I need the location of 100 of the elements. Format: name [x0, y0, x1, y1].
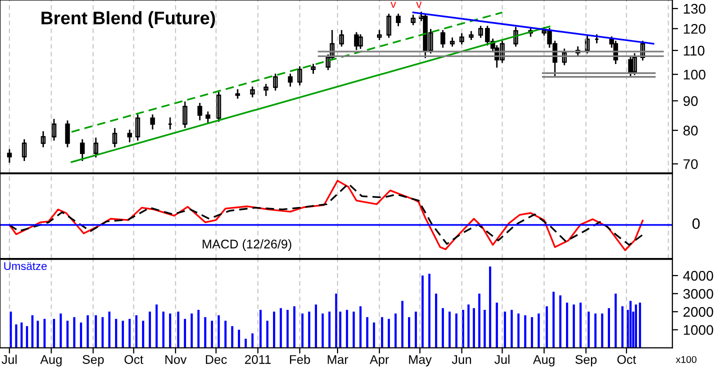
- bar: [142, 320, 144, 348]
- bar: [517, 313, 520, 348]
- bar: [80, 322, 82, 348]
- bar: [20, 322, 23, 348]
- bar: [359, 306, 362, 348]
- bar: [328, 312, 331, 348]
- bar: [210, 320, 214, 348]
- bar: [546, 306, 548, 348]
- bar: [86, 315, 89, 348]
- bar: [218, 315, 220, 348]
- annotation: Umsätze: [4, 262, 47, 270]
- bar: [530, 317, 534, 348]
- bar: [394, 313, 397, 348]
- bar: [608, 308, 610, 348]
- bar: [601, 313, 604, 348]
- y-tick-label: 110: [684, 46, 704, 56]
- x-tick-label: Oct: [124, 355, 144, 364]
- bar: [442, 308, 444, 348]
- bar: [260, 310, 262, 348]
- bar: [31, 315, 34, 348]
- bar: [588, 312, 590, 348]
- bar: [372, 322, 376, 348]
- bar: [638, 302, 642, 348]
- bar: [66, 320, 69, 348]
- bar: [489, 266, 492, 348]
- bar: [135, 315, 138, 348]
- bar: [15, 324, 18, 348]
- bar: [94, 315, 97, 348]
- x-tick-label: Aug: [40, 355, 62, 366]
- bar: [621, 306, 624, 348]
- bar: [455, 313, 458, 348]
- bar: [478, 294, 480, 348]
- bar: [148, 312, 151, 348]
- bar: [366, 317, 368, 348]
- y-tick-label: 70: [684, 159, 698, 170]
- bar: [251, 333, 254, 348]
- bar: [629, 300, 632, 348]
- y-tick-label: 3000: [683, 288, 714, 299]
- bar: [381, 317, 384, 348]
- bar: [414, 312, 417, 348]
- bar: [614, 294, 617, 348]
- bar: [36, 320, 39, 348]
- candlestick: [7, 149, 12, 163]
- x-tick-label: Mar: [328, 355, 348, 364]
- bar: [314, 304, 318, 348]
- bar: [467, 304, 470, 348]
- bar: [448, 312, 451, 348]
- bar: [472, 308, 475, 348]
- text: Brent Blend (Future): [42, 11, 215, 28]
- bar: [122, 320, 124, 348]
- annotation: v: [390, 2, 396, 8]
- bar: [559, 295, 562, 348]
- bar: [280, 308, 282, 348]
- bar: [177, 312, 180, 348]
- bar: [43, 318, 46, 348]
- bar: [335, 294, 338, 348]
- bar: [231, 326, 234, 348]
- bar: [301, 313, 304, 348]
- bar: [435, 294, 438, 348]
- y-tick-label: 4000: [683, 270, 714, 281]
- x-tick-label: May: [409, 355, 432, 366]
- bar: [26, 326, 28, 348]
- bar: [197, 310, 200, 348]
- bar: [108, 312, 110, 348]
- bar: [224, 320, 227, 348]
- bar: [162, 312, 164, 348]
- annotation: MACD (12/26/9): [202, 239, 292, 251]
- bar: [322, 313, 324, 348]
- bar: [496, 302, 498, 348]
- x-tick-label: Oct: [617, 355, 636, 364]
- bar: [422, 276, 424, 348]
- bar: [552, 292, 555, 348]
- bar: [401, 300, 404, 348]
- candlestick: [264, 84, 268, 96]
- annotation: v: [416, 2, 422, 8]
- bar: [286, 310, 289, 348]
- bar: [184, 318, 186, 348]
- x-tick-label: Jul: [2, 354, 17, 364]
- y-tick-label: 2000: [684, 307, 714, 317]
- y-tick-label: 80: [683, 126, 698, 136]
- text: x100: [676, 356, 696, 363]
- bar: [538, 313, 540, 348]
- x-tick-label: Feb: [290, 354, 310, 364]
- bar: [244, 338, 247, 348]
- bar: [73, 317, 76, 348]
- bar: [634, 304, 638, 348]
- bar: [388, 318, 390, 348]
- bar: [190, 313, 193, 348]
- bar: [273, 312, 276, 348]
- bar: [566, 302, 568, 348]
- x-tick-label: Jul: [494, 354, 510, 364]
- bar: [60, 313, 62, 348]
- bar: [504, 312, 506, 348]
- bar: [308, 312, 310, 348]
- y-tick-label: 1000: [684, 325, 714, 335]
- bar: [10, 312, 12, 348]
- x-tick-label: Sep: [575, 355, 597, 366]
- bar: [102, 317, 104, 348]
- bar: [510, 310, 513, 348]
- bar: [408, 317, 410, 348]
